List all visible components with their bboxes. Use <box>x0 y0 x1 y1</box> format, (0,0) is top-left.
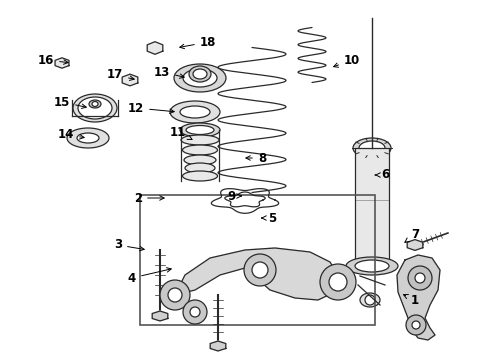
Ellipse shape <box>180 123 220 137</box>
Circle shape <box>183 300 206 324</box>
Circle shape <box>126 76 134 84</box>
Text: 18: 18 <box>180 36 216 49</box>
Ellipse shape <box>183 155 216 165</box>
Text: 13: 13 <box>154 66 184 78</box>
Circle shape <box>251 262 267 278</box>
Ellipse shape <box>77 133 99 143</box>
Ellipse shape <box>358 141 384 155</box>
Ellipse shape <box>359 293 379 307</box>
Ellipse shape <box>182 171 217 181</box>
Ellipse shape <box>73 94 117 122</box>
Circle shape <box>190 307 200 317</box>
Polygon shape <box>175 248 339 300</box>
Ellipse shape <box>184 163 215 173</box>
Ellipse shape <box>181 135 219 145</box>
Polygon shape <box>122 74 138 86</box>
Circle shape <box>405 315 425 335</box>
Polygon shape <box>407 240 422 251</box>
Text: 8: 8 <box>245 152 265 165</box>
Bar <box>140 195 374 325</box>
Text: 6: 6 <box>374 168 388 181</box>
Circle shape <box>59 59 65 67</box>
Circle shape <box>319 264 355 300</box>
Ellipse shape <box>185 126 214 135</box>
Ellipse shape <box>189 66 210 82</box>
Text: 7: 7 <box>404 229 418 242</box>
Circle shape <box>151 44 159 52</box>
Polygon shape <box>210 341 225 351</box>
Text: 3: 3 <box>114 238 144 252</box>
Ellipse shape <box>180 106 209 118</box>
Text: 9: 9 <box>226 189 241 202</box>
Text: 11: 11 <box>169 126 192 139</box>
Polygon shape <box>147 42 163 54</box>
Text: 10: 10 <box>333 54 359 67</box>
Circle shape <box>407 266 431 290</box>
Text: 1: 1 <box>403 293 418 306</box>
Circle shape <box>328 273 346 291</box>
Ellipse shape <box>183 69 217 87</box>
Ellipse shape <box>174 64 225 92</box>
Ellipse shape <box>89 100 101 108</box>
Circle shape <box>168 288 182 302</box>
Ellipse shape <box>346 257 397 275</box>
Ellipse shape <box>67 128 109 148</box>
Circle shape <box>414 273 424 283</box>
Ellipse shape <box>78 97 112 119</box>
Ellipse shape <box>92 102 98 107</box>
Text: 14: 14 <box>58 129 84 141</box>
Text: 17: 17 <box>107 68 134 81</box>
Ellipse shape <box>182 145 217 155</box>
Ellipse shape <box>354 260 388 272</box>
Text: 12: 12 <box>128 102 174 114</box>
Ellipse shape <box>352 138 390 158</box>
Polygon shape <box>396 255 439 340</box>
Bar <box>354 148 388 266</box>
Circle shape <box>244 254 275 286</box>
Text: 16: 16 <box>38 54 68 67</box>
Text: 5: 5 <box>261 211 276 225</box>
Circle shape <box>411 321 419 329</box>
Polygon shape <box>55 58 69 68</box>
Ellipse shape <box>193 69 206 79</box>
Polygon shape <box>152 311 167 321</box>
Text: 15: 15 <box>54 95 86 108</box>
Text: 2: 2 <box>134 192 164 204</box>
Ellipse shape <box>170 101 220 123</box>
Text: 4: 4 <box>128 268 171 284</box>
Circle shape <box>364 295 374 305</box>
Circle shape <box>160 280 190 310</box>
